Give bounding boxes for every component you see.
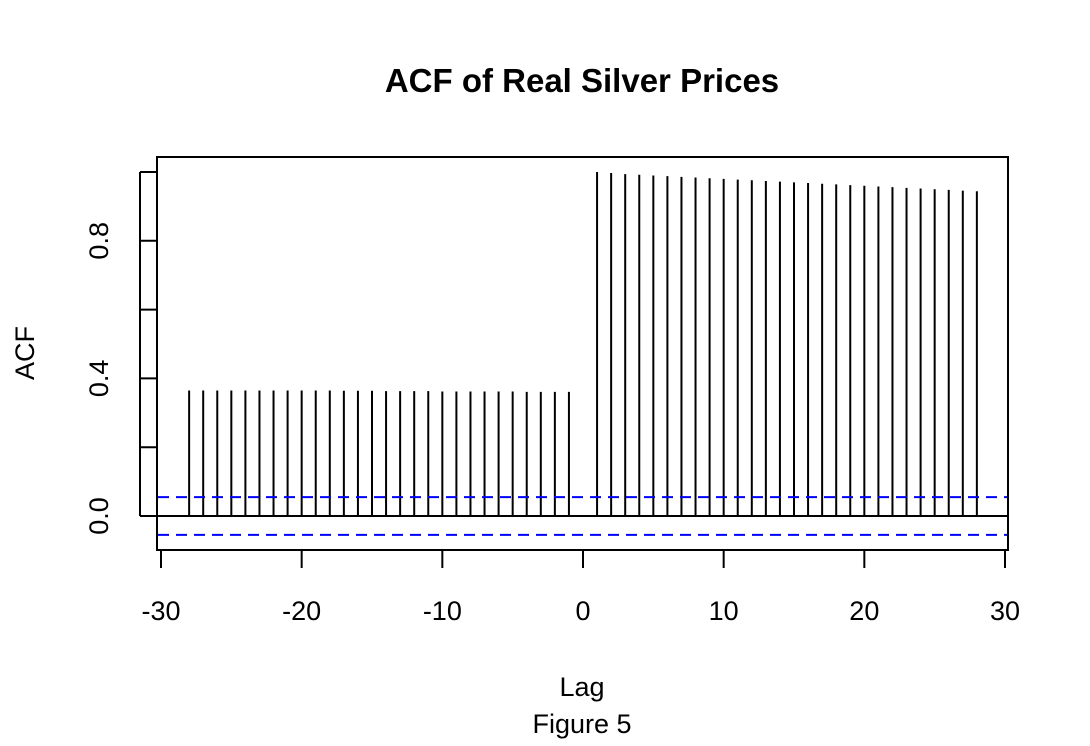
x-tick-label: 20 [849,596,879,626]
y-axis-label: ACF [10,326,40,380]
plot-frame [156,156,1009,551]
x-tick-label: 30 [990,596,1020,626]
x-tick-label: -30 [141,596,180,626]
x-tick-label: 0 [575,596,590,626]
x-axis-label: Lag [559,672,604,702]
x-tick-label: -20 [282,596,321,626]
figure-caption: Figure 5 [532,709,631,739]
confidence-bounds [158,496,1007,536]
x-tick-label: 10 [709,596,739,626]
y-tick-label: 0.4 [84,360,114,398]
x-axis: -30 -20 -10 0 10 20 30 [141,549,1020,626]
y-tick-label: 0.8 [84,222,114,260]
y-axis: 0.0 0.4 0.8 [84,171,157,535]
chart-title: ACF of Real Silver Prices [385,62,779,99]
acf-bars [188,172,978,516]
x-tick-label: -10 [423,596,462,626]
y-tick-label: 0.0 [84,497,114,535]
